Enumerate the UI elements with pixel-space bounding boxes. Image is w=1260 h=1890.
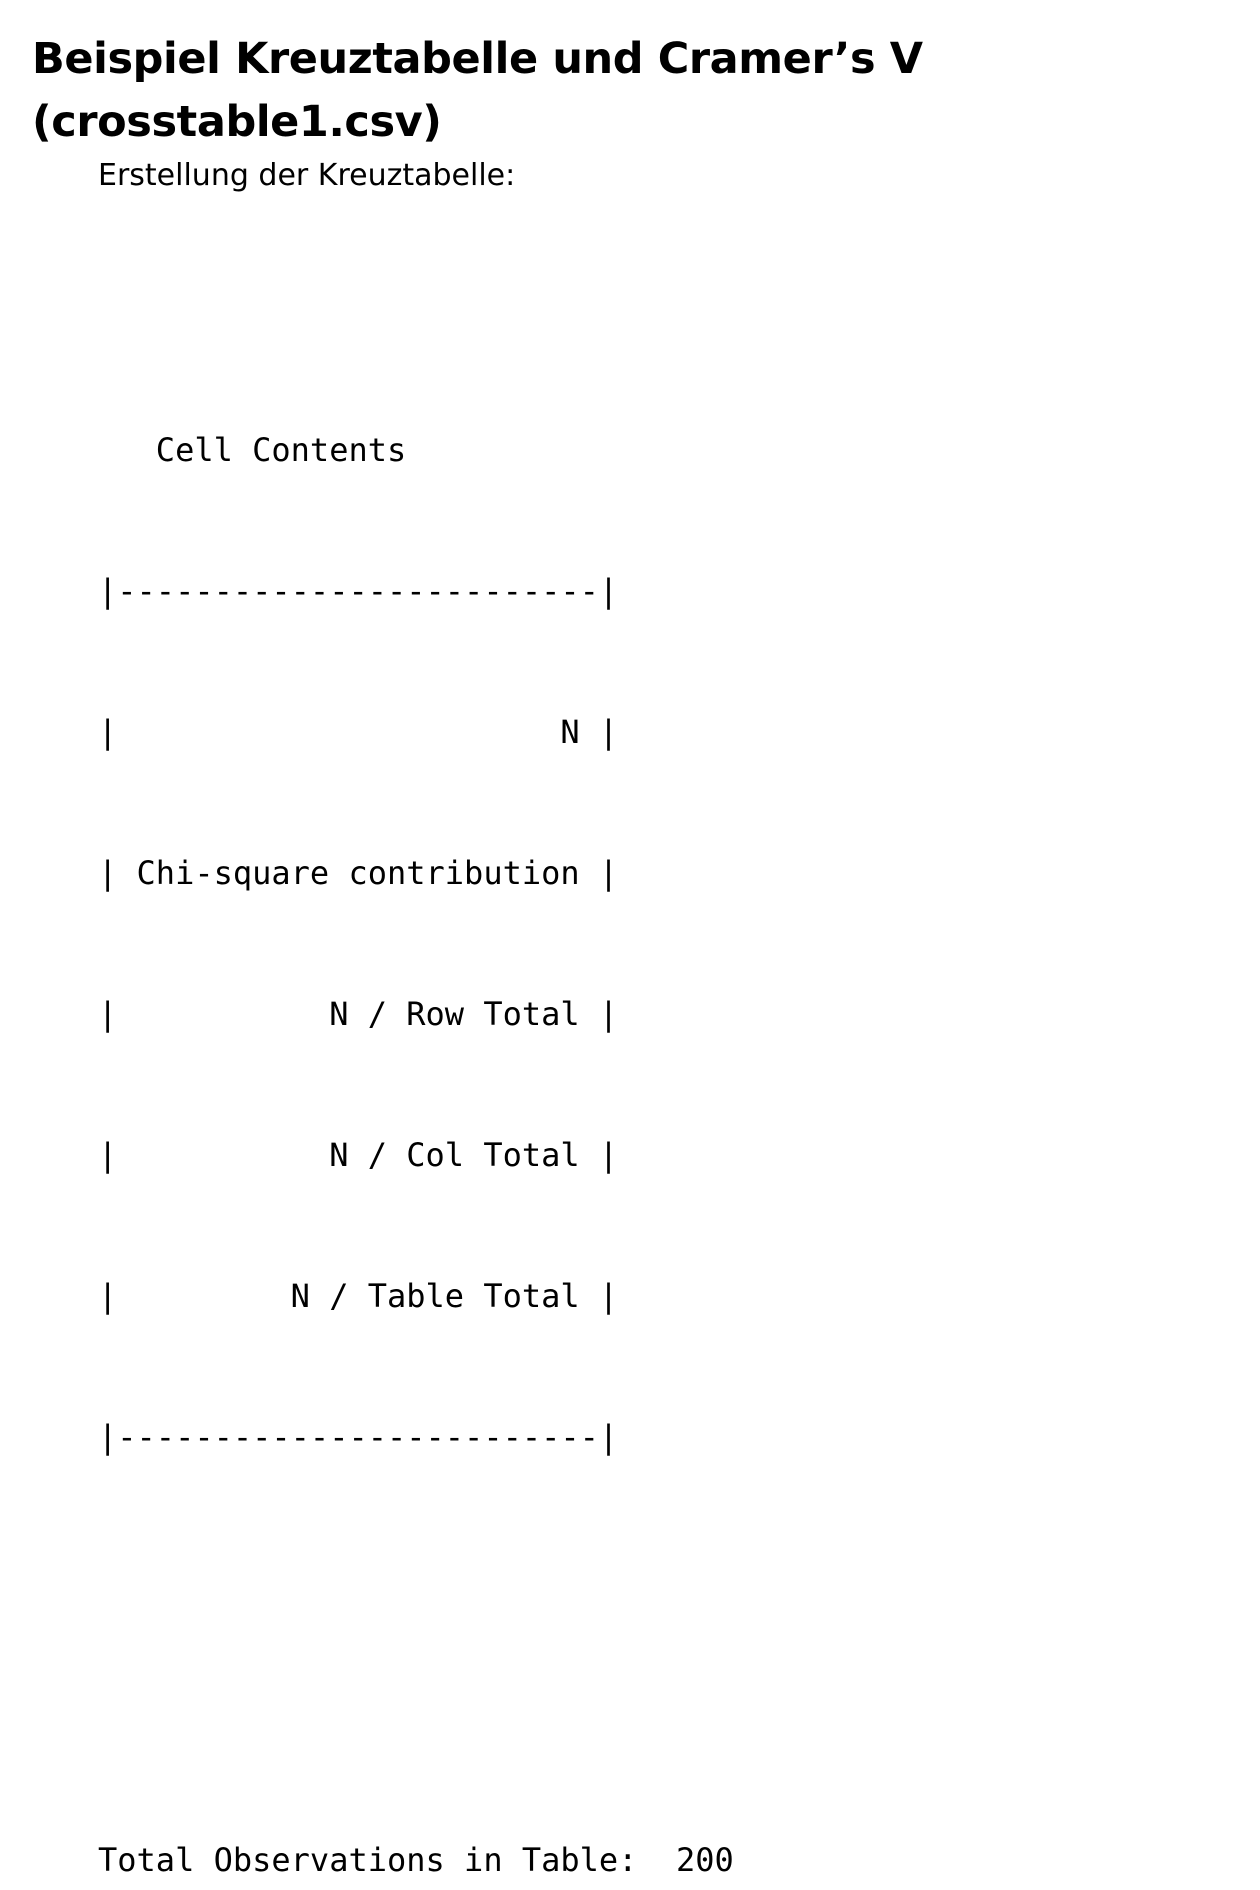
slide-title-line-1: Beispiel Kreuztabelle und Cramer’s V [32,34,923,84]
blank-line [98,1555,734,1602]
intro-text: Erstellung der Kreuztabelle: [98,158,516,193]
legend-row-col-total: | N / Col Total | [98,1136,619,1174]
blank-line [98,1696,734,1743]
legend-border-top: |-------------------------| [98,572,619,610]
legend-row-n: | N | [98,713,619,751]
console-output: Cell Contents |-------------------------… [98,333,734,1890]
slide-title-line-2: (crosstable1.csv) [32,97,442,147]
legend-border-bottom: |-------------------------| [98,1418,619,1456]
legend-row-row-total: | N / Row Total | [98,995,619,1033]
cell-contents-heading: Cell Contents [98,431,407,469]
total-observations-line: Total Observations in Table: 200 [98,1841,734,1879]
legend-row-table-total: | N / Table Total | [98,1277,619,1315]
slide-title: Beispiel Kreuztabelle und Cramer’s V (cr… [32,28,1222,154]
legend-row-chi-square: | Chi-square contribution | [98,854,619,892]
